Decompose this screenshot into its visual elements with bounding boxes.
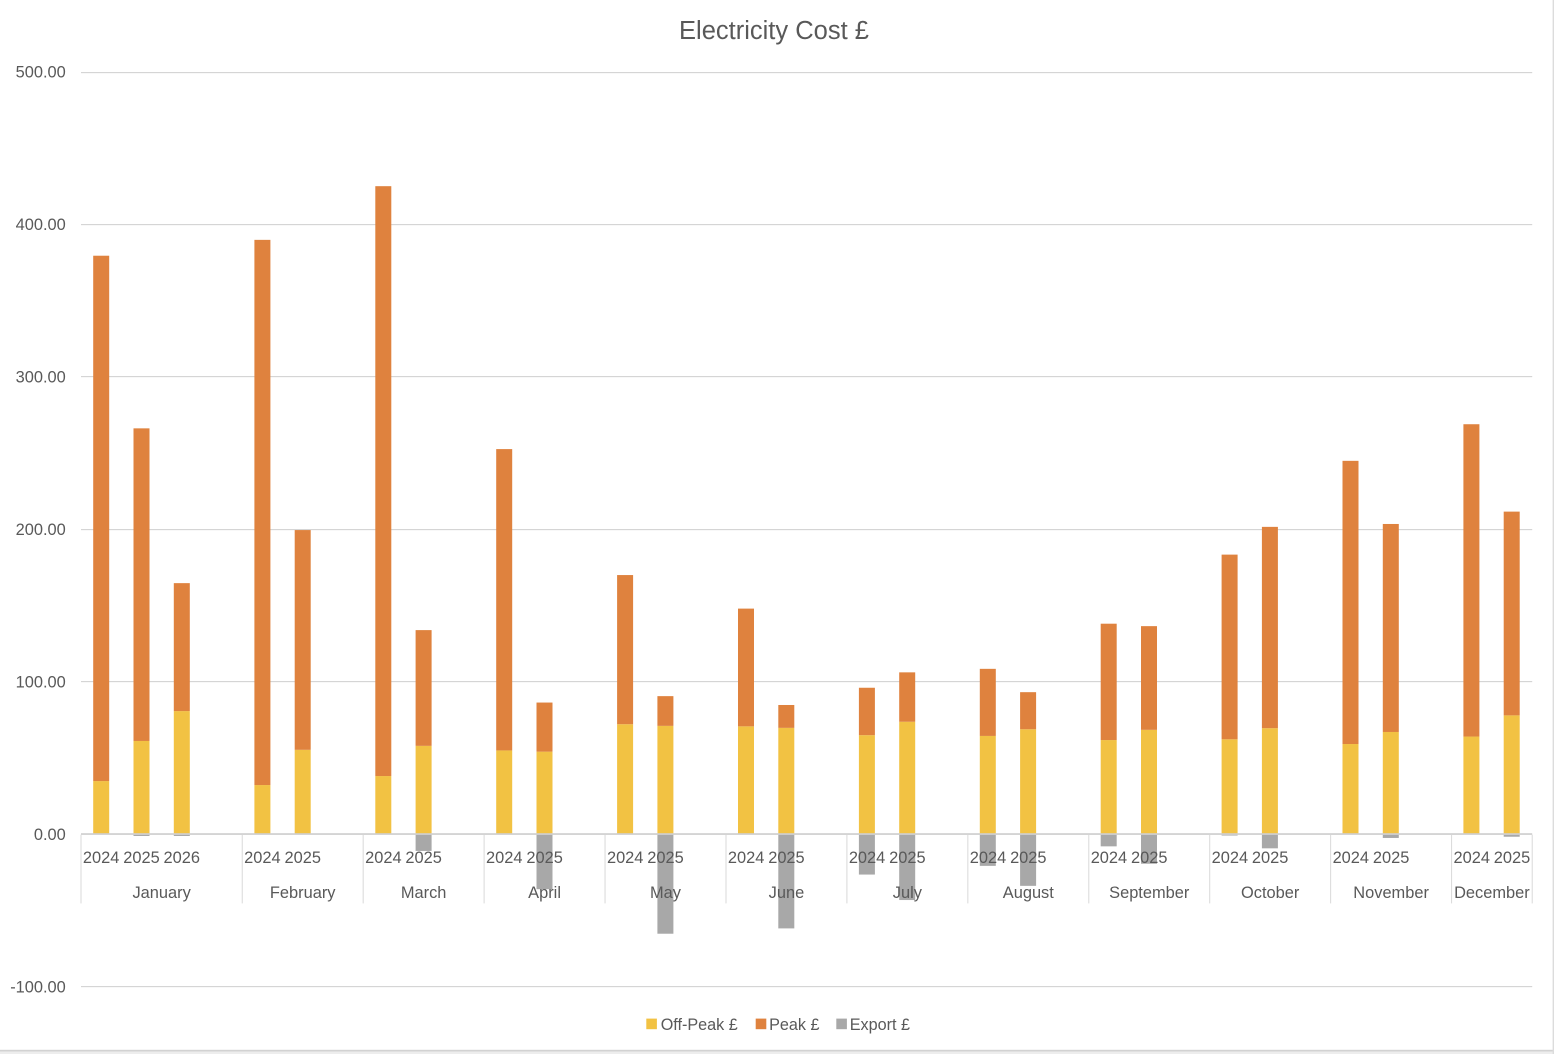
svg-text:2024: 2024 (1333, 849, 1369, 867)
svg-text:2025: 2025 (1373, 849, 1409, 867)
svg-text:2025: 2025 (1131, 849, 1167, 867)
svg-text:2024: 2024 (486, 849, 522, 867)
svg-text:November: November (1353, 884, 1429, 902)
svg-text:2025: 2025 (1494, 849, 1530, 867)
svg-text:400.00: 400.00 (16, 216, 66, 234)
svg-text:2024: 2024 (244, 849, 280, 867)
svg-text:2025: 2025 (768, 849, 804, 867)
svg-text:July: July (893, 884, 923, 902)
svg-text:June: June (769, 884, 805, 902)
svg-text:April: April (528, 884, 561, 902)
svg-text:May: May (650, 884, 682, 902)
svg-text:2026: 2026 (164, 849, 200, 867)
svg-text:2024: 2024 (849, 849, 885, 867)
svg-text:0.00: 0.00 (34, 826, 66, 844)
svg-text:September: September (1109, 884, 1190, 902)
svg-text:300.00: 300.00 (16, 369, 66, 387)
svg-text:500.00: 500.00 (16, 64, 66, 82)
svg-text:2025: 2025 (647, 849, 683, 867)
svg-text:2024: 2024 (83, 849, 119, 867)
svg-text:2025: 2025 (123, 849, 159, 867)
svg-text:100.00: 100.00 (16, 674, 66, 692)
svg-text:2025: 2025 (405, 849, 441, 867)
svg-text:August: August (1003, 884, 1054, 902)
svg-text:200.00: 200.00 (16, 521, 66, 539)
svg-text:Off-Peak £: Off-Peak £ (661, 1016, 738, 1034)
svg-text:2024: 2024 (1453, 849, 1489, 867)
svg-text:2024: 2024 (970, 849, 1006, 867)
svg-text:October: October (1241, 884, 1300, 902)
svg-text:2024: 2024 (365, 849, 401, 867)
svg-text:2024: 2024 (607, 849, 643, 867)
svg-text:Electricity Cost £: Electricity Cost £ (679, 17, 869, 45)
svg-text:2025: 2025 (284, 849, 320, 867)
svg-text:Peak £: Peak £ (769, 1016, 819, 1034)
svg-text:December: December (1454, 884, 1530, 902)
svg-text:March: March (401, 884, 447, 902)
svg-text:2024: 2024 (1091, 849, 1127, 867)
svg-text:2024: 2024 (728, 849, 764, 867)
svg-text:2025: 2025 (1010, 849, 1046, 867)
svg-text:2024: 2024 (1212, 849, 1248, 867)
svg-text:February: February (270, 884, 336, 902)
svg-text:January: January (132, 884, 191, 902)
svg-text:Export £: Export £ (850, 1016, 910, 1034)
svg-text:-100.00: -100.00 (10, 979, 66, 997)
svg-text:2025: 2025 (1252, 849, 1288, 867)
svg-text:2025: 2025 (889, 849, 925, 867)
svg-text:2025: 2025 (526, 849, 562, 867)
